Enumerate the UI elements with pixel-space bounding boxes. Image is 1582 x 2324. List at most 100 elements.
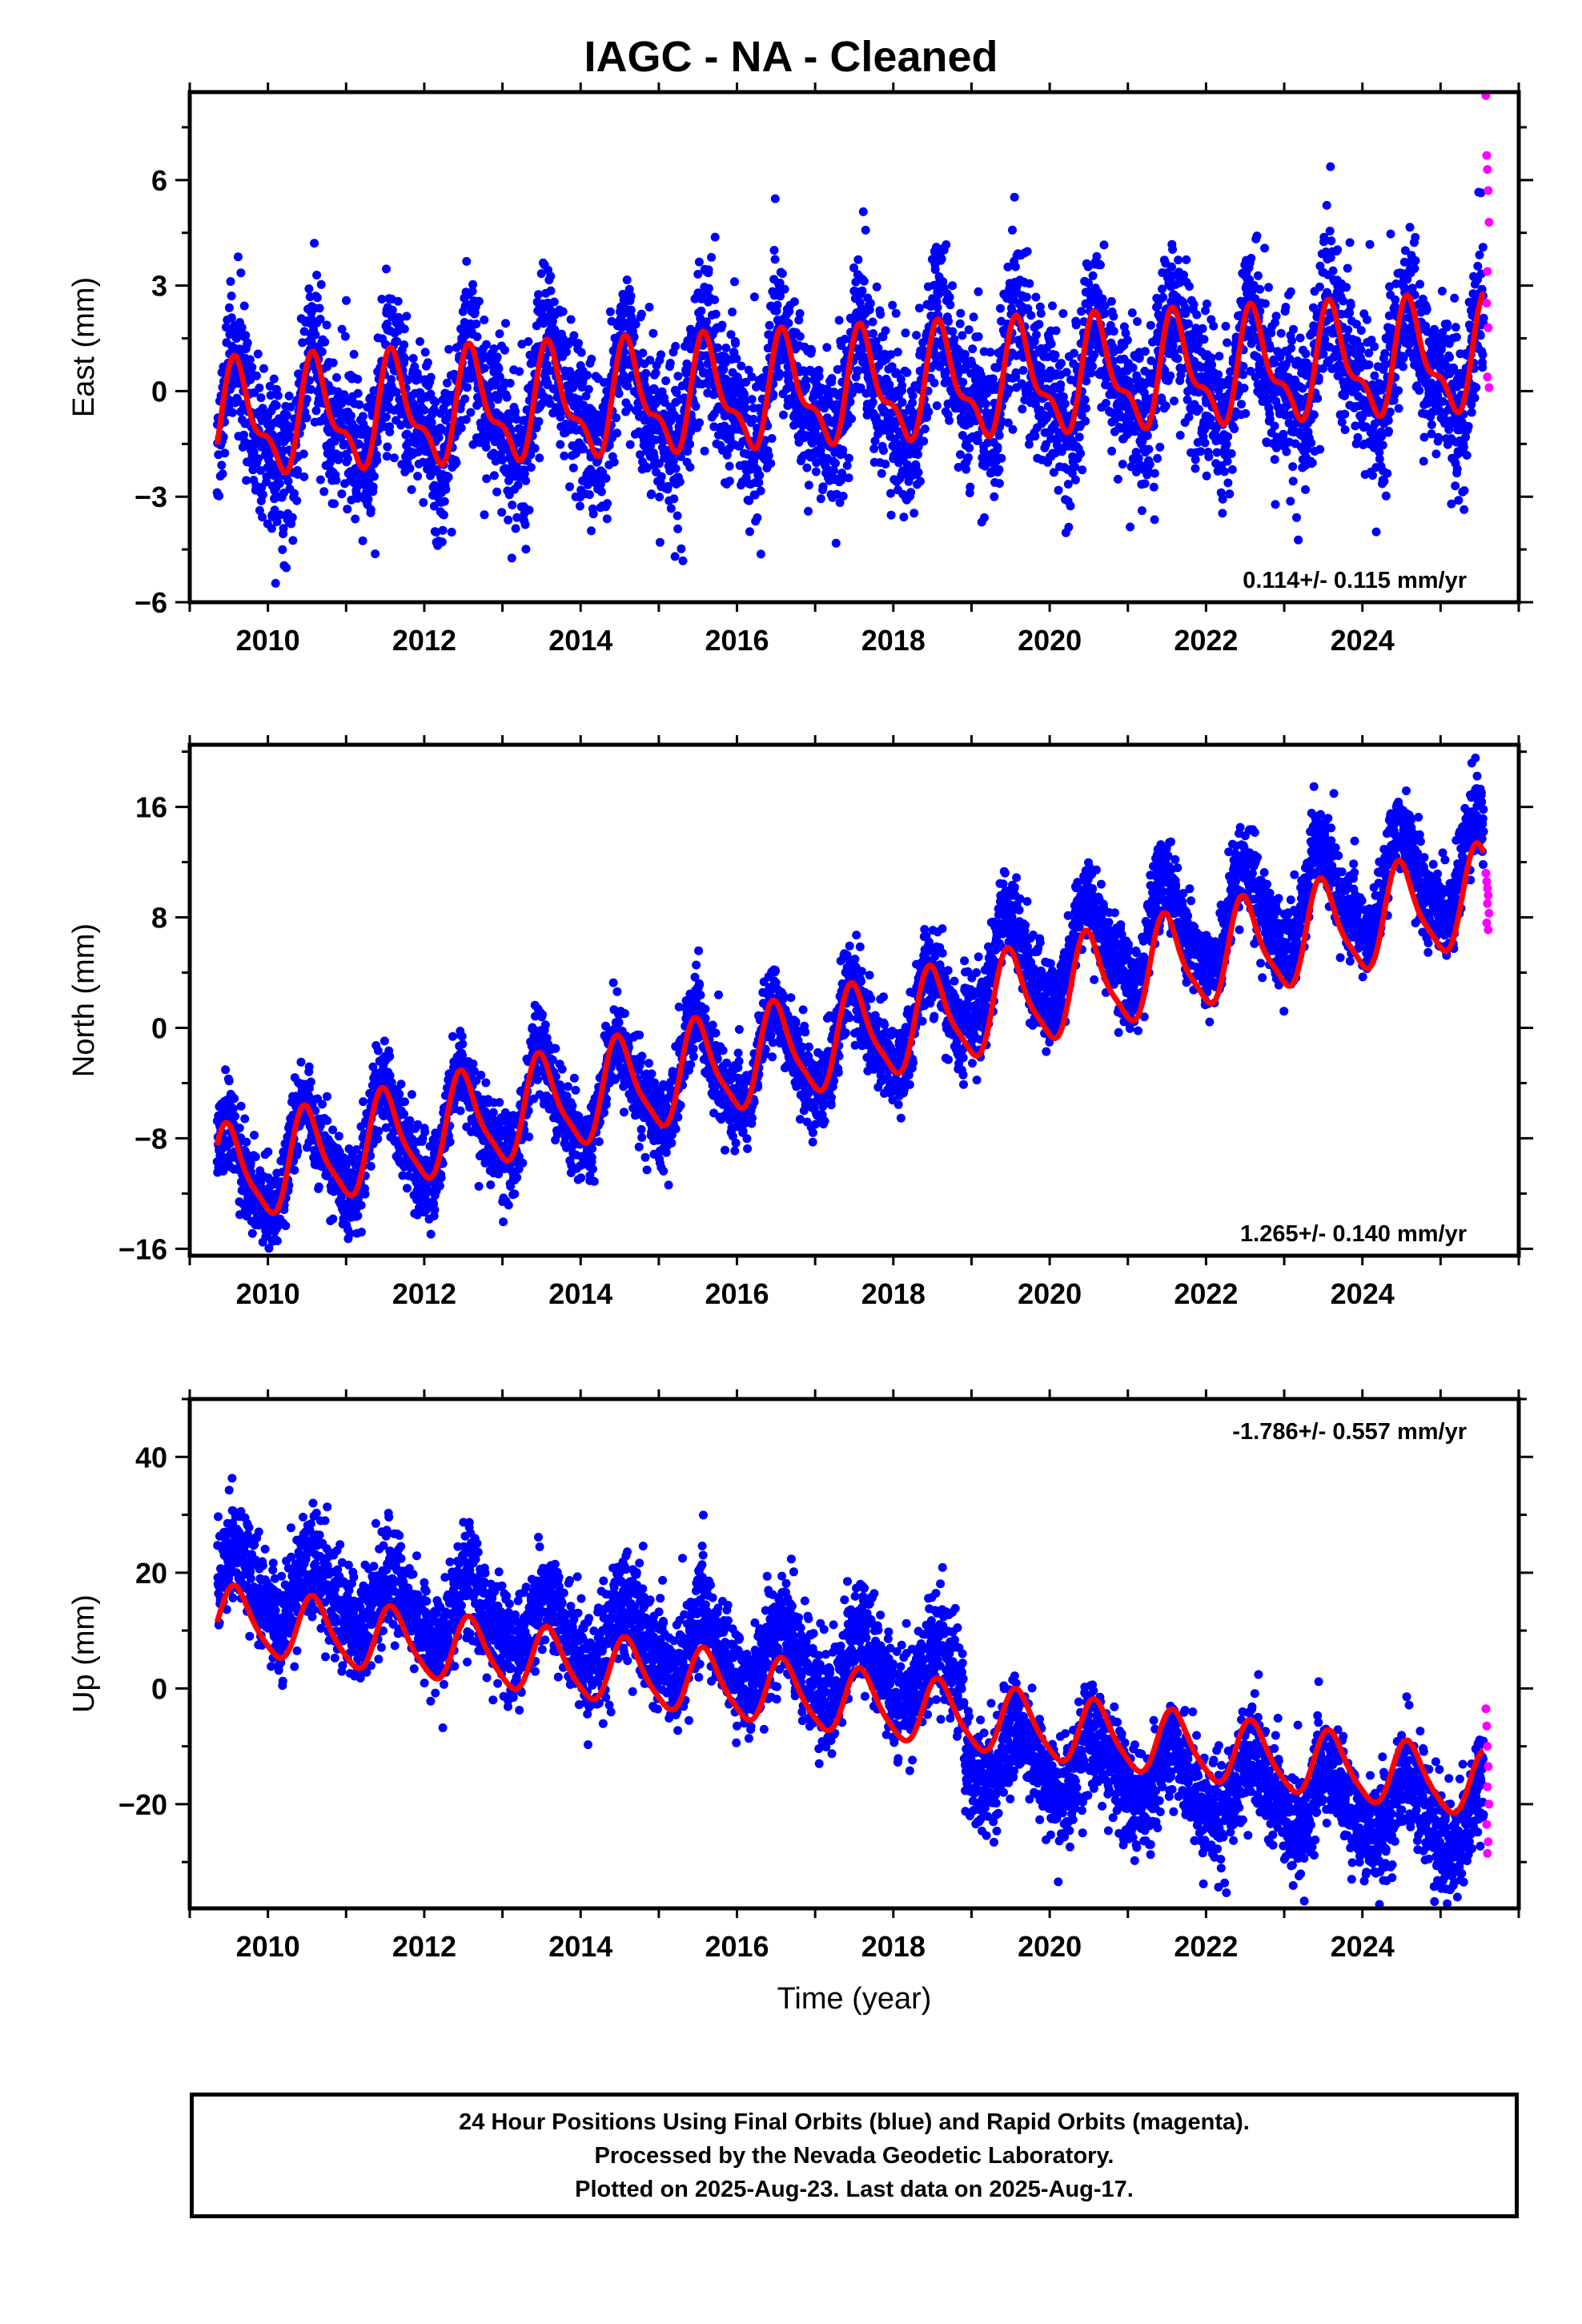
data-point <box>648 328 658 338</box>
data-point <box>468 440 478 449</box>
data-point <box>996 304 1005 313</box>
data-point <box>877 468 886 478</box>
data-point <box>1022 292 1031 302</box>
data-point <box>1183 319 1193 328</box>
data-point <box>968 344 978 354</box>
data-point <box>278 545 287 554</box>
data-point <box>764 451 773 460</box>
data-point <box>713 343 722 352</box>
data-point <box>1227 464 1237 474</box>
data-point <box>215 491 224 501</box>
data-point <box>631 320 640 329</box>
data-point <box>801 382 811 391</box>
data-point <box>1058 309 1068 318</box>
data-point <box>396 420 406 430</box>
data-point <box>267 524 276 533</box>
data-point <box>1011 262 1020 271</box>
data-point <box>1106 296 1116 306</box>
data-point <box>431 397 440 407</box>
data-point <box>1346 300 1355 310</box>
data-point <box>587 526 596 536</box>
data-point <box>777 269 787 279</box>
data-point <box>1198 324 1207 333</box>
data-point <box>1070 348 1078 358</box>
data-point <box>670 552 680 561</box>
data-point <box>489 448 499 458</box>
data-point <box>515 367 524 376</box>
data-point <box>1295 333 1305 343</box>
data-point <box>248 465 258 475</box>
data-point <box>997 453 1006 463</box>
data-point <box>704 265 713 275</box>
data-point <box>673 524 683 533</box>
data-point <box>804 506 813 516</box>
data-point <box>492 487 502 497</box>
data-point <box>1322 200 1331 210</box>
data-point <box>842 460 852 470</box>
data-point <box>711 309 721 319</box>
data-point <box>1287 336 1297 345</box>
data-point <box>1018 366 1028 375</box>
data-point <box>655 537 665 547</box>
data-point <box>1185 282 1194 292</box>
data-point <box>1175 431 1185 440</box>
data-point <box>1364 360 1374 369</box>
data-point <box>948 327 958 336</box>
data-point <box>400 354 409 364</box>
data-point <box>565 482 574 492</box>
data-point <box>299 472 309 481</box>
data-point <box>353 375 363 384</box>
data-point <box>902 368 912 377</box>
data-point <box>691 402 701 411</box>
data-point <box>920 424 930 434</box>
data-point <box>520 469 529 479</box>
data-point <box>337 324 347 334</box>
data-point <box>434 432 444 442</box>
data-point <box>1264 283 1273 292</box>
data-point <box>773 300 782 310</box>
data-point <box>536 269 546 279</box>
data-point <box>273 391 283 400</box>
data-point <box>226 277 235 286</box>
data-point <box>502 392 512 402</box>
data-point <box>227 408 237 417</box>
data-point <box>1247 254 1256 263</box>
data-point <box>770 255 780 264</box>
data-point <box>769 246 779 255</box>
data-point <box>1415 279 1425 289</box>
data-point <box>1260 243 1270 253</box>
data-point <box>1328 266 1338 275</box>
data-point <box>944 316 953 326</box>
data-point <box>416 337 424 346</box>
data-point <box>1227 449 1236 458</box>
data-point <box>480 364 489 373</box>
data-point <box>737 361 746 371</box>
data-point <box>1411 232 1420 242</box>
data-point <box>381 412 391 422</box>
data-point <box>1345 308 1355 318</box>
data-point <box>1219 467 1229 476</box>
data-point <box>1191 464 1200 473</box>
data-point <box>576 348 586 357</box>
data-point <box>403 429 412 439</box>
data-point <box>779 410 788 420</box>
data-point <box>1368 471 1377 480</box>
data-point <box>725 461 734 471</box>
data-point <box>1343 325 1353 335</box>
data-point <box>579 444 588 454</box>
data-point <box>474 296 484 306</box>
data-point <box>524 337 533 346</box>
data-point <box>494 364 504 373</box>
data-point <box>700 446 709 456</box>
data-point <box>429 404 439 414</box>
data-point <box>1394 404 1403 413</box>
data-point <box>217 460 227 470</box>
data-point <box>707 252 717 262</box>
data-point <box>278 446 287 456</box>
data-point <box>302 394 311 404</box>
data-point <box>675 477 685 487</box>
data-point <box>566 315 576 324</box>
data-point <box>315 304 324 313</box>
data-point <box>501 319 510 328</box>
data-point <box>994 479 1004 489</box>
